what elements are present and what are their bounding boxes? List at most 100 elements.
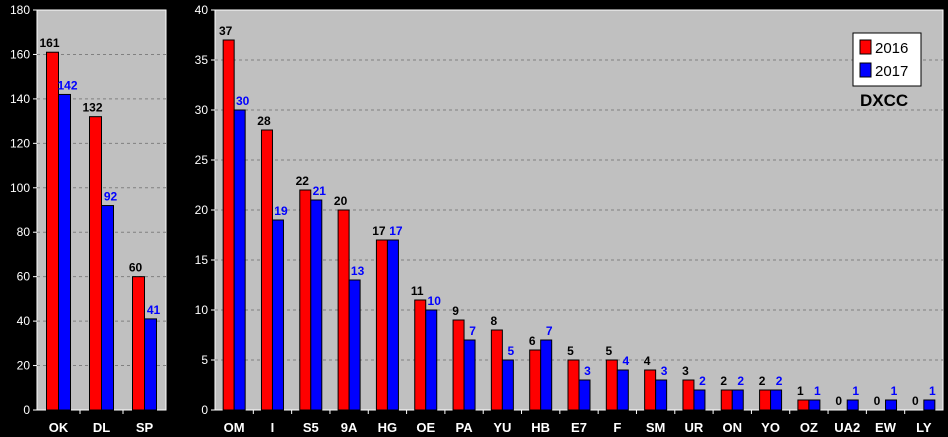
data-label-2016: 2 <box>759 374 766 388</box>
y-tick-label: 160 <box>10 47 30 61</box>
category-label: S5 <box>303 420 319 435</box>
y-tick-label: 20 <box>195 203 209 217</box>
data-label-2016: 1 <box>797 384 804 398</box>
bar-2017 <box>846 399 859 411</box>
bar-2017 <box>144 318 157 411</box>
y-tick-label: 40 <box>17 314 31 328</box>
data-label-2016: 5 <box>605 344 612 358</box>
data-label-2017: 5 <box>508 344 515 358</box>
category-label: PA <box>455 420 473 435</box>
y-tick-label: 180 <box>10 3 30 17</box>
data-label-2016: 20 <box>334 194 348 208</box>
bar-2017 <box>693 389 706 411</box>
bar-2016 <box>605 359 618 411</box>
data-label-2017: 142 <box>57 78 77 92</box>
data-label-2017: 7 <box>546 324 553 338</box>
data-label-2016: 2 <box>720 374 727 388</box>
data-label-2016: 3 <box>682 364 689 378</box>
data-label-2017: 7 <box>469 324 476 338</box>
data-label-2017: 10 <box>428 294 442 308</box>
bar-2016 <box>759 389 772 411</box>
legend: 2016 2017 <box>852 32 922 87</box>
bar-2016 <box>567 359 580 411</box>
bar-2017 <box>616 369 629 411</box>
data-label-2016: 11 <box>411 284 424 298</box>
data-label-2017: 1 <box>852 384 859 398</box>
bar-2016 <box>89 116 102 411</box>
y-tick-label: 15 <box>195 253 209 267</box>
bar-2017 <box>540 339 553 411</box>
category-label: SM <box>646 420 666 435</box>
data-label-2017: 17 <box>389 224 403 238</box>
category-label: HB <box>531 420 550 435</box>
data-label-2017: 21 <box>313 184 327 198</box>
bar-2017 <box>731 389 744 411</box>
category-label: UR <box>685 420 704 435</box>
bar-2017 <box>463 339 476 411</box>
bar-2017 <box>655 379 668 411</box>
chart-title: DXCC <box>860 91 908 110</box>
data-label-2017: 13 <box>351 264 365 278</box>
bar-2016 <box>46 51 59 411</box>
category-label: YO <box>761 420 780 435</box>
y-tick-label: 5 <box>201 353 208 367</box>
category-label: OE <box>416 420 435 435</box>
data-label-2017: 41 <box>147 303 161 317</box>
bar-2017 <box>233 109 246 411</box>
data-label-2017: 2 <box>699 374 706 388</box>
data-label-2016: 0 <box>835 394 842 408</box>
category-label: HG <box>378 420 398 435</box>
category-label: EW <box>875 420 897 435</box>
data-label-2016: 161 <box>39 36 59 50</box>
data-label-2017: 2 <box>776 374 783 388</box>
y-tick-label: 60 <box>17 270 31 284</box>
category-label: LY <box>916 420 932 435</box>
bar-2016 <box>452 319 465 411</box>
y-tick-label: 0 <box>23 403 30 417</box>
category-label: 9A <box>341 420 358 435</box>
y-tick-label: 25 <box>195 153 209 167</box>
bar-2016 <box>644 369 657 411</box>
category-label: UA2 <box>834 420 860 435</box>
data-label-2016: 9 <box>452 304 459 318</box>
category-label: I <box>271 420 275 435</box>
bar-2016 <box>720 389 733 411</box>
bar-2017 <box>425 309 438 411</box>
category-label: E7 <box>571 420 587 435</box>
bar-2016 <box>797 399 810 411</box>
bar-2016 <box>260 129 273 411</box>
data-label-2017: 19 <box>274 204 288 218</box>
bar-2017 <box>101 205 114 411</box>
bar-2017 <box>885 399 898 411</box>
data-label-2016: 132 <box>82 101 102 115</box>
category-label: YU <box>493 420 511 435</box>
bar-2016 <box>375 239 388 411</box>
category-label: DL <box>93 420 110 435</box>
category-label: OM <box>224 420 245 435</box>
data-label-2016: 37 <box>219 24 233 38</box>
bar-2017 <box>271 219 284 411</box>
data-label-2016: 17 <box>372 224 386 238</box>
y-tick-label: 20 <box>17 359 31 373</box>
y-tick-label: 0 <box>201 403 208 417</box>
category-label: SP <box>136 420 154 435</box>
bar-2016 <box>299 189 312 411</box>
bar-2016 <box>222 39 235 411</box>
data-label-2016: 28 <box>257 114 271 128</box>
legend-swatch-2017 <box>859 62 872 78</box>
bar-2016 <box>337 209 350 411</box>
bar-2016 <box>490 329 503 411</box>
data-label-2016: 22 <box>296 174 310 188</box>
y-tick-label: 120 <box>10 136 30 150</box>
legend-swatch-2016 <box>859 39 872 55</box>
data-label-2016: 0 <box>912 394 919 408</box>
bar-2017 <box>501 359 514 411</box>
data-label-2016: 0 <box>874 394 881 408</box>
bar-2017 <box>310 199 323 411</box>
y-tick-label: 100 <box>10 181 30 195</box>
y-tick-label: 140 <box>10 92 30 106</box>
category-label: F <box>613 420 621 435</box>
y-tick-label: 35 <box>195 53 209 67</box>
category-label: OK <box>49 420 69 435</box>
